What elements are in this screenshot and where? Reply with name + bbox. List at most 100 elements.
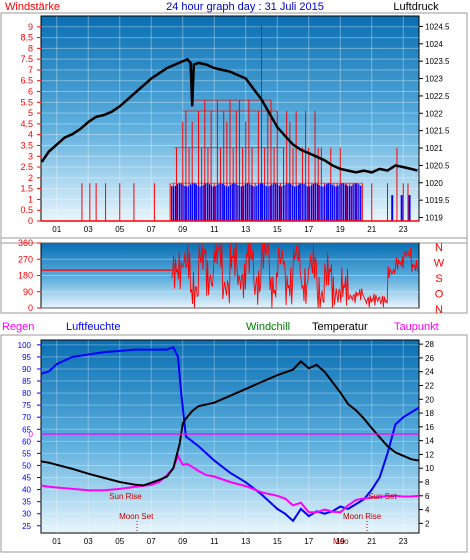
y-right-tick-label: 2 xyxy=(425,519,430,528)
x-tick-label: 19 xyxy=(336,537,345,546)
temperature-line xyxy=(40,360,420,487)
page-title: 24 hour graph day : 31 Juli 2015 xyxy=(166,1,324,13)
y-left-tick-label: 0 xyxy=(28,216,33,226)
x-tick-label: 23 xyxy=(399,537,408,546)
y-right-tick-label: 8 xyxy=(425,478,430,487)
y-left-tick-label: 5.5 xyxy=(20,97,33,107)
y-left-tick-label: 4.5 xyxy=(20,119,33,129)
y-left-tick-label: 45 xyxy=(22,474,31,483)
legend-temperatur: Temperatur xyxy=(312,321,368,333)
pressure-line xyxy=(40,57,418,174)
x-tick-label: 01 xyxy=(52,537,61,546)
y-left-tick-label: 5 xyxy=(28,108,33,118)
y-right-tick-label: 1020 xyxy=(425,179,443,188)
x-tick-label: 13 xyxy=(241,225,250,234)
x-tick-label: 01 xyxy=(52,225,61,234)
y-left-tick-label: 90 xyxy=(23,287,33,297)
panel-wind-pressure: 00.511.522.533.544.555.566.577.588.59 10… xyxy=(0,12,468,244)
x-tick-label: 13 xyxy=(241,537,250,546)
x-tick-label: 07 xyxy=(147,537,156,546)
y-right-tick-label: 6 xyxy=(425,492,430,501)
y-right-tick-label: 12 xyxy=(425,450,434,459)
compass-label: W xyxy=(434,258,445,270)
y-left-tick-label: 85 xyxy=(22,377,31,386)
y-left-tick-label: 0.5 xyxy=(20,205,33,215)
y-right-tick-label: 28 xyxy=(425,340,434,349)
legend-row: Regen Luftfeuchte Windchill Temperatur T… xyxy=(2,321,439,333)
y-right-tick-label: 1019 xyxy=(425,214,443,223)
y-left-tick-label: 7.5 xyxy=(20,54,33,64)
y-right-tick-label: 1024.5 xyxy=(425,22,450,31)
y-left-tick-label: 0 xyxy=(28,303,33,313)
legend-windchill: Windchill xyxy=(246,321,290,333)
y-left-tick-label: 1 xyxy=(28,194,33,204)
compass-label: N xyxy=(435,242,443,254)
legend-luftfeuchte: Luftfeuchte xyxy=(66,321,120,333)
x-tick-label: 09 xyxy=(178,225,187,234)
x-tick-label: 11 xyxy=(210,225,219,234)
y-right-tick-label: 24 xyxy=(425,368,434,377)
x-tick-label: 17 xyxy=(304,225,313,234)
y-left-tick-label: 30 xyxy=(22,510,31,519)
y-right-tick-label: 1021.5 xyxy=(425,127,450,136)
x-tick-label: 21 xyxy=(367,225,376,234)
y-right-tick-label: 14 xyxy=(425,437,434,446)
x-tick-label: 15 xyxy=(273,537,282,546)
y-left-tick-label: 2.5 xyxy=(20,162,33,172)
x-tick-label: 05 xyxy=(115,225,124,234)
y-left-tick-label: 50 xyxy=(22,461,31,470)
y-left-tick-label: 7 xyxy=(28,65,33,75)
x-tick-label: 11 xyxy=(210,537,219,546)
y-right-tick-label: 16 xyxy=(425,423,434,432)
y-left-tick-label: 6.5 xyxy=(20,76,33,86)
y-left-tick-label: 55 xyxy=(22,449,31,458)
y-left-tick-label: 2 xyxy=(28,173,33,183)
y-left-tick-label: 90 xyxy=(22,365,31,374)
wind-axis-title: Windstärke xyxy=(5,1,60,13)
y-right-tick-label: 1022.5 xyxy=(425,92,450,101)
y-right-tick-label: 22 xyxy=(425,381,434,390)
compass-label: N xyxy=(435,304,443,316)
y-left-tick-label: 270 xyxy=(18,254,33,264)
y-left-tick-label: 75 xyxy=(22,401,31,410)
y-left-tick-label: 8.5 xyxy=(20,33,33,43)
y-left-tick-label: 80 xyxy=(22,389,31,398)
y-left-tick-label: 35 xyxy=(22,498,31,507)
x-tick-label: 15 xyxy=(273,225,282,234)
x-tick-label: 17 xyxy=(304,537,313,546)
moon-rise-label: Moon Rise xyxy=(343,512,382,521)
y-right-tick-label: 1021 xyxy=(425,144,443,153)
x-tick-label: 23 xyxy=(399,225,408,234)
compass-label: O xyxy=(435,289,444,301)
y-right-tick-label: 1022 xyxy=(425,109,443,118)
x-tick-label: 03 xyxy=(84,225,93,234)
legend-regen: Regen xyxy=(2,321,34,333)
y-left-tick-label: 3 xyxy=(28,151,33,161)
y-left-tick-label: 6 xyxy=(28,87,33,97)
x-tick-label: 03 xyxy=(84,537,93,546)
y-left-tick-label: 3.5 xyxy=(20,140,33,150)
y-left-tick-label: 65 xyxy=(22,425,31,434)
moon-set-short-label: Moo xyxy=(333,537,349,546)
x-tick-label: 09 xyxy=(178,537,187,546)
y-left-tick-label: 25 xyxy=(22,522,31,531)
x-tick-label: 07 xyxy=(147,225,156,234)
y-left-tick-label: 9 xyxy=(28,22,33,32)
y-right-tick-label: 10 xyxy=(425,464,434,473)
y-left-tick-label: 1.5 xyxy=(20,184,33,194)
y-left-tick-label: 180 xyxy=(18,271,33,281)
y-left-tick-label: 95 xyxy=(22,353,31,362)
y-right-tick-label: 18 xyxy=(425,409,434,418)
y-right-tick-label: 1023.5 xyxy=(425,57,450,66)
dewpoint-line xyxy=(40,453,420,514)
x-tick-label: 21 xyxy=(367,537,376,546)
y-left-tick-label: 40 xyxy=(22,486,31,495)
wind-direction-line xyxy=(171,242,418,309)
y-left-tick-label: 8 xyxy=(28,43,33,53)
rain-zero-label: 0 xyxy=(29,430,34,439)
moon-set-label: Moon Set xyxy=(119,512,154,521)
y-right-tick-label: 1023 xyxy=(425,75,443,84)
compass-label: S xyxy=(435,273,442,285)
